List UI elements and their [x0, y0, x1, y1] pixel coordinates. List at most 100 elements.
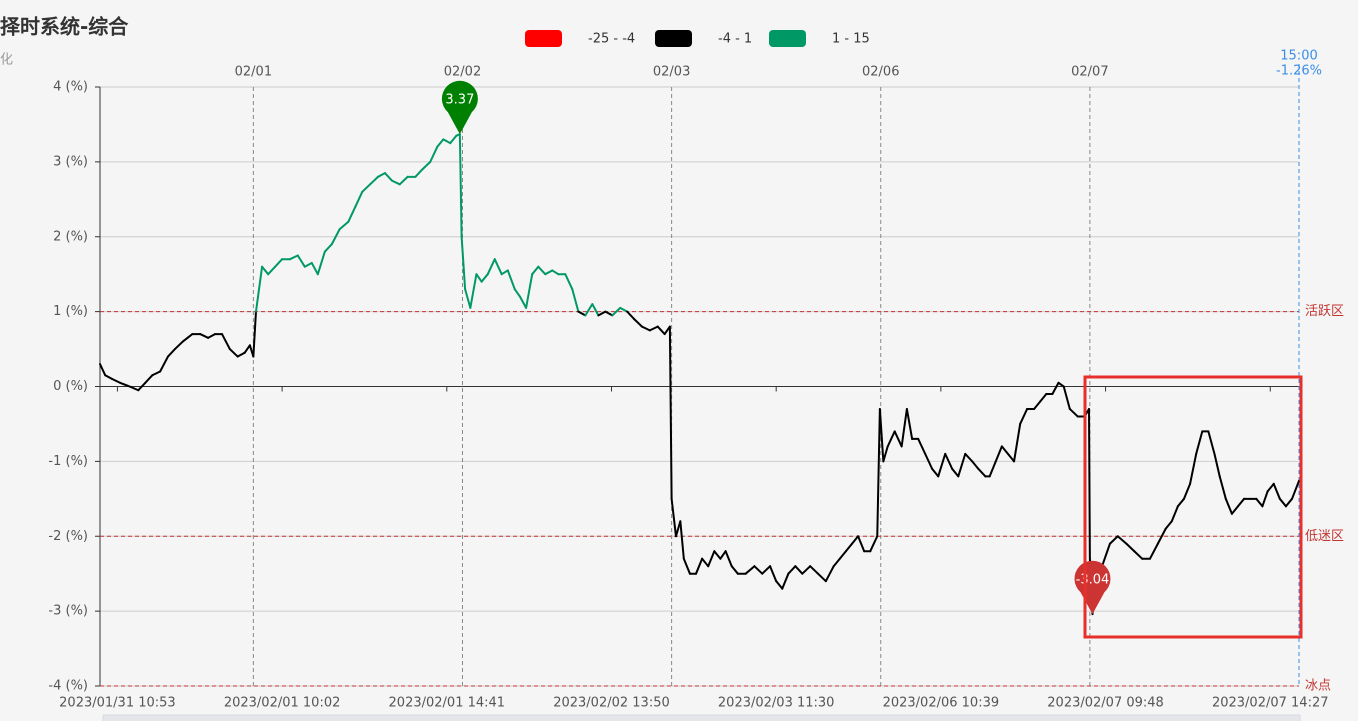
line-segment	[832, 557, 841, 568]
line-segment	[347, 205, 357, 223]
line-segment	[506, 269, 516, 291]
line-segment	[577, 310, 587, 317]
day-label: 02/03	[653, 65, 690, 80]
legend-swatch[interactable]	[769, 30, 806, 47]
line-segment	[207, 333, 217, 339]
line-segment	[493, 258, 503, 276]
line-segment	[656, 325, 666, 336]
line-segment	[1133, 550, 1144, 560]
line-segment	[682, 557, 691, 575]
chart-title: 择时系统-综合	[0, 15, 129, 39]
line-segment	[1116, 535, 1128, 545]
line-segment	[1176, 497, 1185, 508]
legend-swatch[interactable]	[525, 30, 562, 47]
line-segment	[159, 355, 169, 373]
line-segment	[893, 430, 903, 448]
legend-label: -4 - 1	[718, 32, 752, 47]
line-segment	[398, 175, 409, 186]
line-segment	[137, 381, 147, 392]
x-tick-label: 2023/02/06 10:39	[883, 696, 1000, 711]
y-tick-label: -2 (%)	[48, 529, 88, 544]
line-segment	[730, 565, 739, 575]
line-segment	[769, 565, 778, 583]
mark-pin-label: 3.37	[445, 93, 474, 108]
line-segment	[376, 172, 386, 178]
line-segment	[604, 310, 614, 317]
line-segment	[1278, 497, 1287, 508]
legend-label: 1 - 15	[832, 32, 870, 47]
line-segment	[619, 306, 629, 313]
line-segment	[668, 325, 673, 500]
line-segment	[1272, 482, 1281, 500]
day-label: 02/07	[1071, 65, 1108, 80]
line-segment	[544, 269, 554, 276]
line-segment	[537, 265, 547, 276]
line-segment	[1000, 445, 1009, 455]
line-segment	[977, 467, 987, 478]
line-segment	[1148, 542, 1159, 560]
line-segment	[1182, 482, 1192, 500]
line-segment	[173, 340, 184, 351]
line-segment	[1291, 479, 1300, 500]
line-segment	[571, 288, 580, 313]
zoom-slider[interactable]	[102, 714, 1301, 721]
line-segment	[151, 370, 162, 377]
x-tick-label: 2023/02/07 14:27	[1212, 696, 1329, 711]
line-segment	[414, 168, 424, 178]
line-segment	[1062, 385, 1071, 410]
line-segment	[809, 565, 820, 575]
line-segment	[964, 452, 974, 463]
line-segment	[701, 557, 710, 568]
line-segment	[944, 452, 954, 470]
mark-line-label: 活跃区	[1305, 304, 1344, 319]
line-segment	[254, 265, 264, 313]
line-segment	[199, 333, 210, 339]
line-segment	[551, 269, 560, 276]
line-segment	[1237, 497, 1246, 508]
mark-pin	[441, 80, 478, 135]
line-segment	[857, 535, 866, 553]
line-segment	[1125, 542, 1136, 553]
line-segment	[679, 520, 685, 560]
line-segment	[775, 580, 784, 590]
x-tick-label: 2023/02/03 11:30	[718, 696, 835, 711]
line-segment	[1189, 452, 1198, 485]
line-segment	[436, 138, 445, 148]
line-segment	[951, 467, 960, 478]
line-segment	[518, 295, 528, 309]
line-segment	[1051, 381, 1060, 395]
line-segment	[707, 550, 716, 568]
line-segment	[1170, 505, 1179, 523]
line-segment	[449, 134, 458, 145]
line-segment	[817, 572, 827, 583]
line-segment	[316, 250, 326, 276]
line-segment	[181, 333, 194, 343]
line-segment	[882, 445, 889, 463]
line-segment	[458, 133, 463, 238]
line-segment	[931, 467, 940, 478]
line-segment	[310, 261, 319, 276]
line-segment	[1006, 452, 1016, 463]
line-segment	[1207, 430, 1216, 455]
line-segment	[354, 190, 364, 208]
day-label: 02/01	[235, 65, 272, 80]
line-segment	[917, 437, 927, 455]
line-segment	[1033, 400, 1042, 410]
day-label: 02/06	[862, 65, 899, 80]
line-segment	[878, 407, 885, 463]
line-segment	[753, 565, 764, 575]
line-segment	[220, 333, 231, 351]
line-segment	[323, 243, 333, 253]
line-segment	[1230, 505, 1240, 515]
line-segment	[128, 385, 140, 392]
pointer-time: 15:00	[1280, 49, 1317, 64]
line-segment	[824, 565, 835, 583]
legend-swatch[interactable]	[655, 30, 692, 47]
line-segment	[937, 452, 947, 478]
line-segment	[850, 535, 860, 545]
line-segment	[1108, 535, 1119, 545]
line-segment	[469, 273, 478, 309]
